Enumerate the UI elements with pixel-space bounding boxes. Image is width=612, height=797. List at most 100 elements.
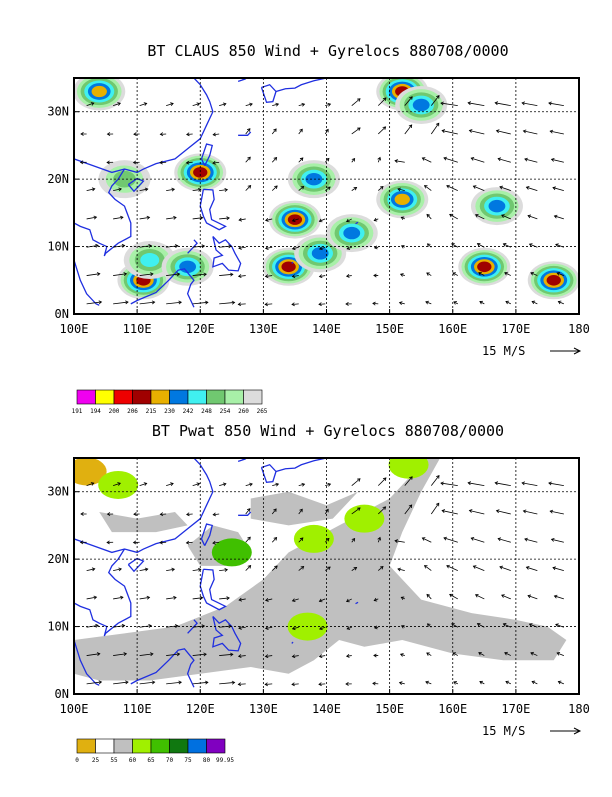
y-tick-label: 10N (47, 620, 69, 634)
x-tick-label: 110E (123, 702, 152, 716)
colorbar-label: 0 (75, 757, 79, 764)
pwat-panel: BT Pwat 850 Wind + Gyrelocs 880708/0000 … (47, 422, 590, 764)
colorbar-swatch (151, 739, 170, 753)
wind-vector (431, 476, 439, 486)
wind-vector (468, 103, 484, 106)
wind-vector (444, 158, 458, 162)
colorbar-label: 70 (166, 757, 174, 764)
x-tick-label: 180 (568, 702, 590, 716)
x-tick-label: 170E (501, 702, 530, 716)
field-contour (113, 171, 136, 188)
coastline-segment (128, 558, 143, 571)
x-tick-label: 170E (501, 322, 530, 336)
colorbar-swatch (188, 390, 207, 404)
wind-vector (431, 503, 439, 514)
colorbar-label: 200 (109, 408, 120, 415)
field-contour (98, 471, 138, 499)
chart-title: BT Pwat 850 Wind + Gyrelocs 880708/0000 (152, 422, 504, 440)
colorbar-swatch (133, 390, 152, 404)
colorbar-swatch (170, 390, 189, 404)
wind-vector (495, 483, 511, 486)
wind-vector (219, 274, 233, 275)
colorbar-label: 248 (201, 408, 212, 415)
x-tick-label: 100E (60, 322, 89, 336)
y-tick-label: 20N (47, 552, 69, 566)
chart-title: BT CLAUS 850 Wind + Gyrelocs 880708/0000 (147, 42, 508, 60)
field-contour (547, 275, 561, 286)
x-tick-label: 140E (312, 322, 341, 336)
pwat-region (251, 492, 358, 526)
coastline-segment (238, 512, 251, 515)
colorbar-label: 215 (146, 408, 157, 415)
coastline-segment (213, 236, 241, 270)
reference-vector-label: 15 M/S (482, 344, 525, 358)
wind-vector (442, 511, 458, 514)
colorbar-swatch (188, 739, 207, 753)
coastline-segment (200, 569, 225, 609)
coastline-segment (276, 78, 327, 91)
colorbar-label: 25 (92, 757, 100, 764)
reference-vector: 15 M/S (482, 724, 580, 738)
colorbar-label: 75 (184, 757, 192, 764)
colorbar-label: 230 (164, 408, 175, 415)
colorbar-swatch (133, 739, 152, 753)
wind-vector (352, 128, 360, 134)
colorbar-swatch (151, 390, 170, 404)
reference-vector: 15 M/S (482, 344, 580, 358)
wind-vector (405, 125, 412, 134)
field-contour (281, 262, 295, 273)
colorbar-label: 194 (90, 408, 101, 415)
x-tick-label: 130E (249, 702, 278, 716)
x-tick-label: 150E (375, 322, 404, 336)
field-contour (343, 227, 360, 239)
x-tick-label: 130E (249, 322, 278, 336)
colorbar-label: 265 (257, 408, 268, 415)
colorbar-swatch (96, 739, 115, 753)
colorbar-swatch (77, 739, 96, 753)
colorbar-swatch (96, 390, 115, 404)
y-tick-label: 10N (47, 240, 69, 254)
field-contour (193, 167, 207, 178)
wind-vector (522, 103, 537, 106)
colorbar-swatch (114, 739, 133, 753)
coastline-segment (276, 458, 327, 471)
x-tick-label: 160E (438, 702, 467, 716)
field-contour (288, 214, 302, 225)
wind-vector (219, 682, 234, 683)
field-contour (389, 451, 429, 479)
wind-vector (378, 478, 386, 486)
x-tick-label: 110E (123, 322, 152, 336)
coastline-segment (238, 132, 251, 135)
colorbar-swatch (114, 390, 133, 404)
y-tick-label: 0N (55, 687, 69, 701)
colorbar-label: 60 (129, 757, 137, 764)
wind-vector (550, 511, 564, 514)
field-contour (92, 86, 107, 97)
coastline-segment (200, 189, 225, 229)
reference-vector-label: 15 M/S (482, 724, 525, 738)
x-tick-label: 120E (186, 702, 215, 716)
wind-vector (442, 131, 458, 134)
field-contour (477, 262, 491, 273)
wind-vector (550, 131, 564, 134)
x-tick-label: 120E (186, 322, 215, 336)
wind-vector (352, 479, 360, 486)
field-contour (179, 261, 196, 273)
y-tick-label: 20N (47, 172, 69, 186)
field-contour (489, 200, 506, 212)
field-contour (344, 505, 384, 533)
x-tick-label: 160E (438, 322, 467, 336)
wind-vector (522, 483, 537, 486)
wind-vector (441, 483, 458, 486)
x-tick-label: 180 (568, 322, 590, 336)
wind-vector (549, 483, 564, 486)
wind-vector (219, 302, 234, 303)
colorbar-label: 55 (110, 757, 118, 764)
colorbar-label: 65 (147, 757, 155, 764)
coastline-segment (74, 549, 131, 636)
coastline-segment (74, 260, 99, 305)
x-tick-label: 150E (375, 702, 404, 716)
coastline-segment (292, 262, 293, 263)
colorbar-label: 206 (127, 408, 138, 415)
coastline-segment (292, 642, 293, 643)
